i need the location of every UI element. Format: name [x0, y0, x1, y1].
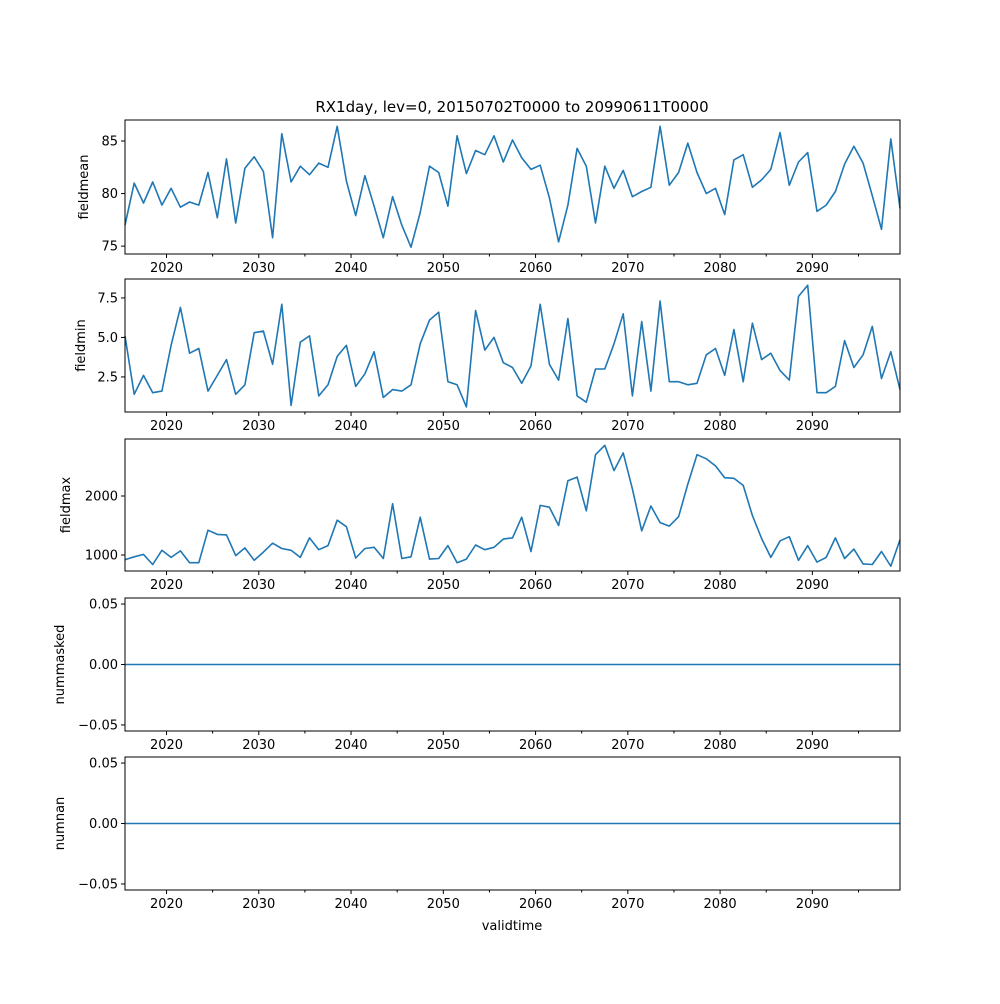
- x-tick-label: 2090: [796, 419, 829, 434]
- x-tick-label: 2090: [796, 897, 829, 912]
- y-axis-label: numnan: [53, 797, 68, 851]
- x-tick-label: 2060: [519, 578, 552, 593]
- x-tick-label: 2040: [334, 578, 367, 593]
- x-tick-label: 2080: [704, 419, 737, 434]
- y-tick-label: −0.05: [78, 877, 118, 892]
- y-tick-label: 0.05: [89, 757, 118, 772]
- y-tick-label: 5.0: [97, 331, 118, 346]
- y-tick-label: 0.00: [89, 658, 118, 673]
- x-tick-label: 2080: [704, 738, 737, 753]
- x-tick-label: 2060: [519, 419, 552, 434]
- y-tick-label: 2000: [85, 490, 118, 505]
- x-tick-label: 2040: [334, 419, 367, 434]
- series-line-fieldmin: [124, 284, 901, 408]
- x-tick-label: 2050: [427, 261, 460, 276]
- x-tick-label: 2070: [611, 738, 644, 753]
- x-tick-label: 2090: [796, 261, 829, 276]
- chart-title: RX1day, lev=0, 20150702T0000 to 20990611…: [315, 98, 708, 116]
- axes-frame: [124, 278, 901, 413]
- x-tick-label: 2080: [704, 261, 737, 276]
- x-tick-label: 2020: [150, 578, 183, 593]
- x-tick-label: 2070: [611, 419, 644, 434]
- x-tick-label: 2060: [519, 897, 552, 912]
- x-tick-label: 2060: [519, 261, 552, 276]
- x-tick-label: 2050: [427, 897, 460, 912]
- series-line-fieldmean: [124, 125, 901, 248]
- series-line-fieldmax: [124, 444, 901, 568]
- subplot-fieldmax: 1000 2000 fieldmax 2020 2030 2040 2050 2060 2070…: [59, 438, 901, 593]
- y-axis-label: fieldmin: [74, 319, 89, 372]
- x-tick-label: 2050: [427, 419, 460, 434]
- y-tick-label: 0.00: [89, 817, 118, 832]
- x-tick-label: 2080: [704, 897, 737, 912]
- y-tick-label: 85: [101, 135, 118, 150]
- x-tick-label: 2090: [796, 738, 829, 753]
- x-tick-label: 2030: [242, 419, 275, 434]
- x-tick-label: 2020: [150, 897, 183, 912]
- y-axis-label: nummasked: [53, 625, 68, 705]
- y-axis-label: fieldmax: [59, 477, 74, 534]
- x-tick-label: 2090: [796, 578, 829, 593]
- x-tick-label: 2080: [704, 578, 737, 593]
- y-tick-label: 80: [101, 187, 118, 202]
- x-tick-label: 2040: [334, 261, 367, 276]
- y-axis-label: fieldmean: [77, 155, 92, 220]
- subplot-numnan: −0.05 0.00 0.05 numnan 2020 2030 2040 2050 2060 2…: [53, 756, 901, 912]
- y-tick-label: 2.5: [97, 370, 118, 385]
- axes-frame: [124, 119, 901, 255]
- x-tick-label: 2030: [242, 578, 275, 593]
- x-tick-label: 2040: [334, 897, 367, 912]
- x-tick-label: 2030: [242, 897, 275, 912]
- y-tick-label: 1000: [85, 549, 118, 564]
- x-tick-label: 2030: [242, 261, 275, 276]
- x-tick-label: 2030: [242, 738, 275, 753]
- x-tick-label: 2050: [427, 578, 460, 593]
- x-tick-label: 2020: [150, 419, 183, 434]
- subplot-nummasked: −0.05 0.00 0.05 nummasked 2020 2030 2040 2050 20…: [53, 597, 901, 753]
- axes-frame: [124, 438, 901, 572]
- x-tick-label: 2050: [427, 738, 460, 753]
- y-tick-label: 0.05: [89, 598, 118, 613]
- x-axis-label: validtime: [482, 919, 543, 934]
- x-tick-label: 2060: [519, 738, 552, 753]
- subplot-fieldmean: 75 80 85 fieldmean 2020 2030 2040 2050 2060 2070 2…: [77, 119, 901, 276]
- x-tick-label: 2070: [611, 261, 644, 276]
- x-tick-label: 2040: [334, 738, 367, 753]
- y-tick-label: −0.05: [78, 718, 118, 733]
- x-tick-label: 2070: [611, 897, 644, 912]
- x-tick-label: 2020: [150, 261, 183, 276]
- y-tick-label: 75: [101, 240, 118, 255]
- y-tick-label: 7.5: [97, 291, 118, 306]
- subplot-fieldmin: 2.5 5.0 7.5 fieldmin 2020 2030 2040 2050 2060 207…: [74, 278, 901, 434]
- x-tick-label: 2070: [611, 578, 644, 593]
- x-tick-label: 2020: [150, 738, 183, 753]
